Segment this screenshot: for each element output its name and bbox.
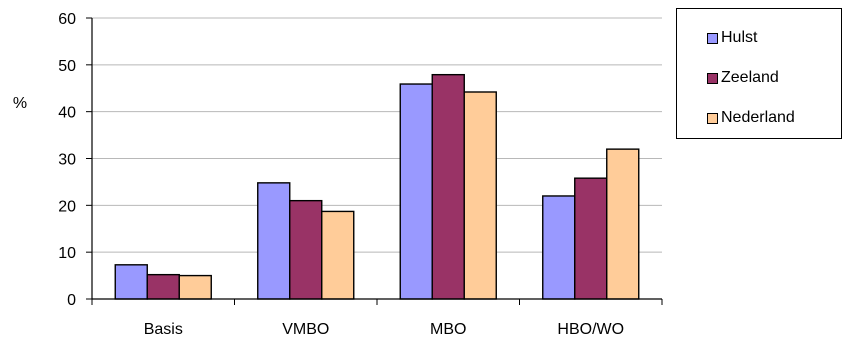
y-tick-label: 0 (67, 292, 76, 309)
y-axis-label: % (13, 95, 27, 112)
bar-nederland-basis (178, 274, 212, 300)
y-tick-label: 50 (58, 58, 76, 75)
x-tick-label: VMBO (282, 321, 329, 338)
legend-label-hulst: Hulst (721, 29, 758, 46)
y-tick-label: 40 (58, 105, 76, 122)
legend-item-nederland: Nederland (707, 108, 795, 128)
bar-nederland-hbowo (606, 148, 640, 300)
bar-hulst-mbo (399, 83, 433, 300)
bar-zeeland-basis (146, 273, 180, 300)
x-tick-label: Basis (144, 321, 183, 338)
bar-nederland-mbo (463, 91, 497, 300)
bar-zeeland-vmbo (289, 199, 323, 300)
y-tick-labels: 0 10 20 30 40 50 60 (58, 11, 76, 309)
y-tick-label: 30 (58, 152, 76, 169)
bar-zeeland-mbo (431, 73, 465, 300)
x-tick-labels: Basis VMBO MBO HBO/WO (144, 321, 624, 338)
legend-item-zeeland: Zeeland (707, 68, 779, 88)
x-tick-label: HBO/WO (557, 321, 624, 338)
bar-hulst-basis (114, 264, 148, 300)
legend-swatch-nederland (707, 112, 718, 124)
legend-label-zeeland: Zeeland (721, 69, 779, 86)
y-tick-label: 60 (58, 11, 76, 28)
legend-swatch-hulst (707, 32, 718, 44)
y-tick-label: 10 (58, 245, 76, 262)
bars (114, 73, 640, 300)
x-tick-label: MBO (430, 321, 466, 338)
legend: Hulst Zeeland Nederland (676, 8, 842, 139)
bar-nederland-vmbo (321, 210, 355, 300)
bar-hulst-vmbo (257, 182, 291, 300)
bar-hulst-hbowo (542, 195, 576, 300)
legend-item-hulst: Hulst (707, 28, 757, 48)
legend-label-nederland: Nederland (721, 109, 795, 126)
axes (86, 17, 663, 305)
bar-zeeland-hbowo (574, 177, 608, 300)
y-tick-label: 20 (58, 198, 76, 215)
legend-swatch-zeeland (707, 72, 718, 84)
